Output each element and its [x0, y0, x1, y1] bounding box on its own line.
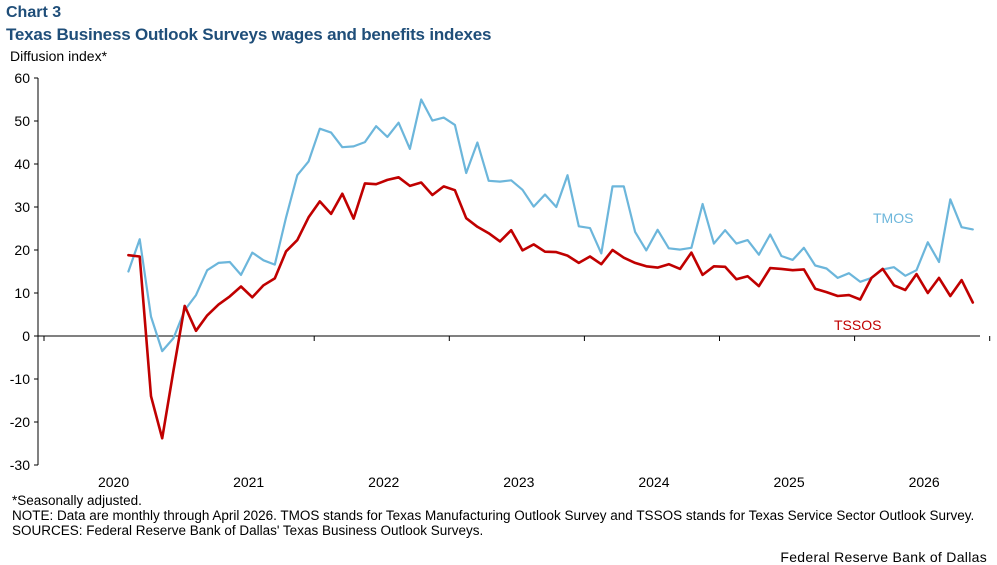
x-tick-label: 2024 — [638, 474, 669, 490]
y-tick-label: 60 — [14, 70, 30, 86]
y-tick-label: 0 — [22, 328, 30, 344]
y-tick-label: 10 — [14, 285, 30, 301]
x-tick-label: 2020 — [98, 474, 129, 490]
line-chart: 60 50 40 30 20 10 0 -10 -20 -30 2020 2021 2022 2023 2… — [10, 70, 991, 490]
y-tick-label: -10 — [10, 371, 30, 387]
legend-label-tmos: TMOS — [873, 210, 913, 226]
sources-note: SOURCES: Federal Reserve Bank of Dallas'… — [12, 523, 484, 538]
chart-title: Texas Business Outlook Surveys wages and… — [6, 25, 492, 44]
x-tick-label: 2022 — [368, 474, 399, 490]
footnotes: *Seasonally adjusted. NOTE: Data are mon… — [12, 493, 982, 538]
x-tick-label: 2021 — [233, 474, 264, 490]
seasonal-note: *Seasonally adjusted. — [12, 493, 142, 508]
y-tick-label: 40 — [14, 156, 30, 172]
y-tick-label: -30 — [10, 457, 30, 473]
y-axis-label: Diffusion index* — [10, 48, 108, 64]
data-note: NOTE: Data are monthly through April 202… — [12, 508, 975, 523]
source-credit: Federal Reserve Bank of Dallas — [780, 549, 987, 565]
x-tick-label: 2023 — [503, 474, 534, 490]
legend-label-tssos: TSSOS — [834, 317, 881, 333]
x-tick-label: 2025 — [773, 474, 804, 490]
y-tick-label: -20 — [10, 414, 30, 430]
chart-number: Chart 3 — [6, 4, 62, 21]
x-tick-label: 2026 — [909, 474, 940, 490]
y-tick-label: 50 — [14, 113, 30, 129]
y-tick-label: 30 — [14, 199, 30, 215]
series-line-tmos — [127, 98, 974, 353]
series-line-tssos — [127, 176, 975, 440]
y-tick-label: 20 — [14, 242, 30, 258]
